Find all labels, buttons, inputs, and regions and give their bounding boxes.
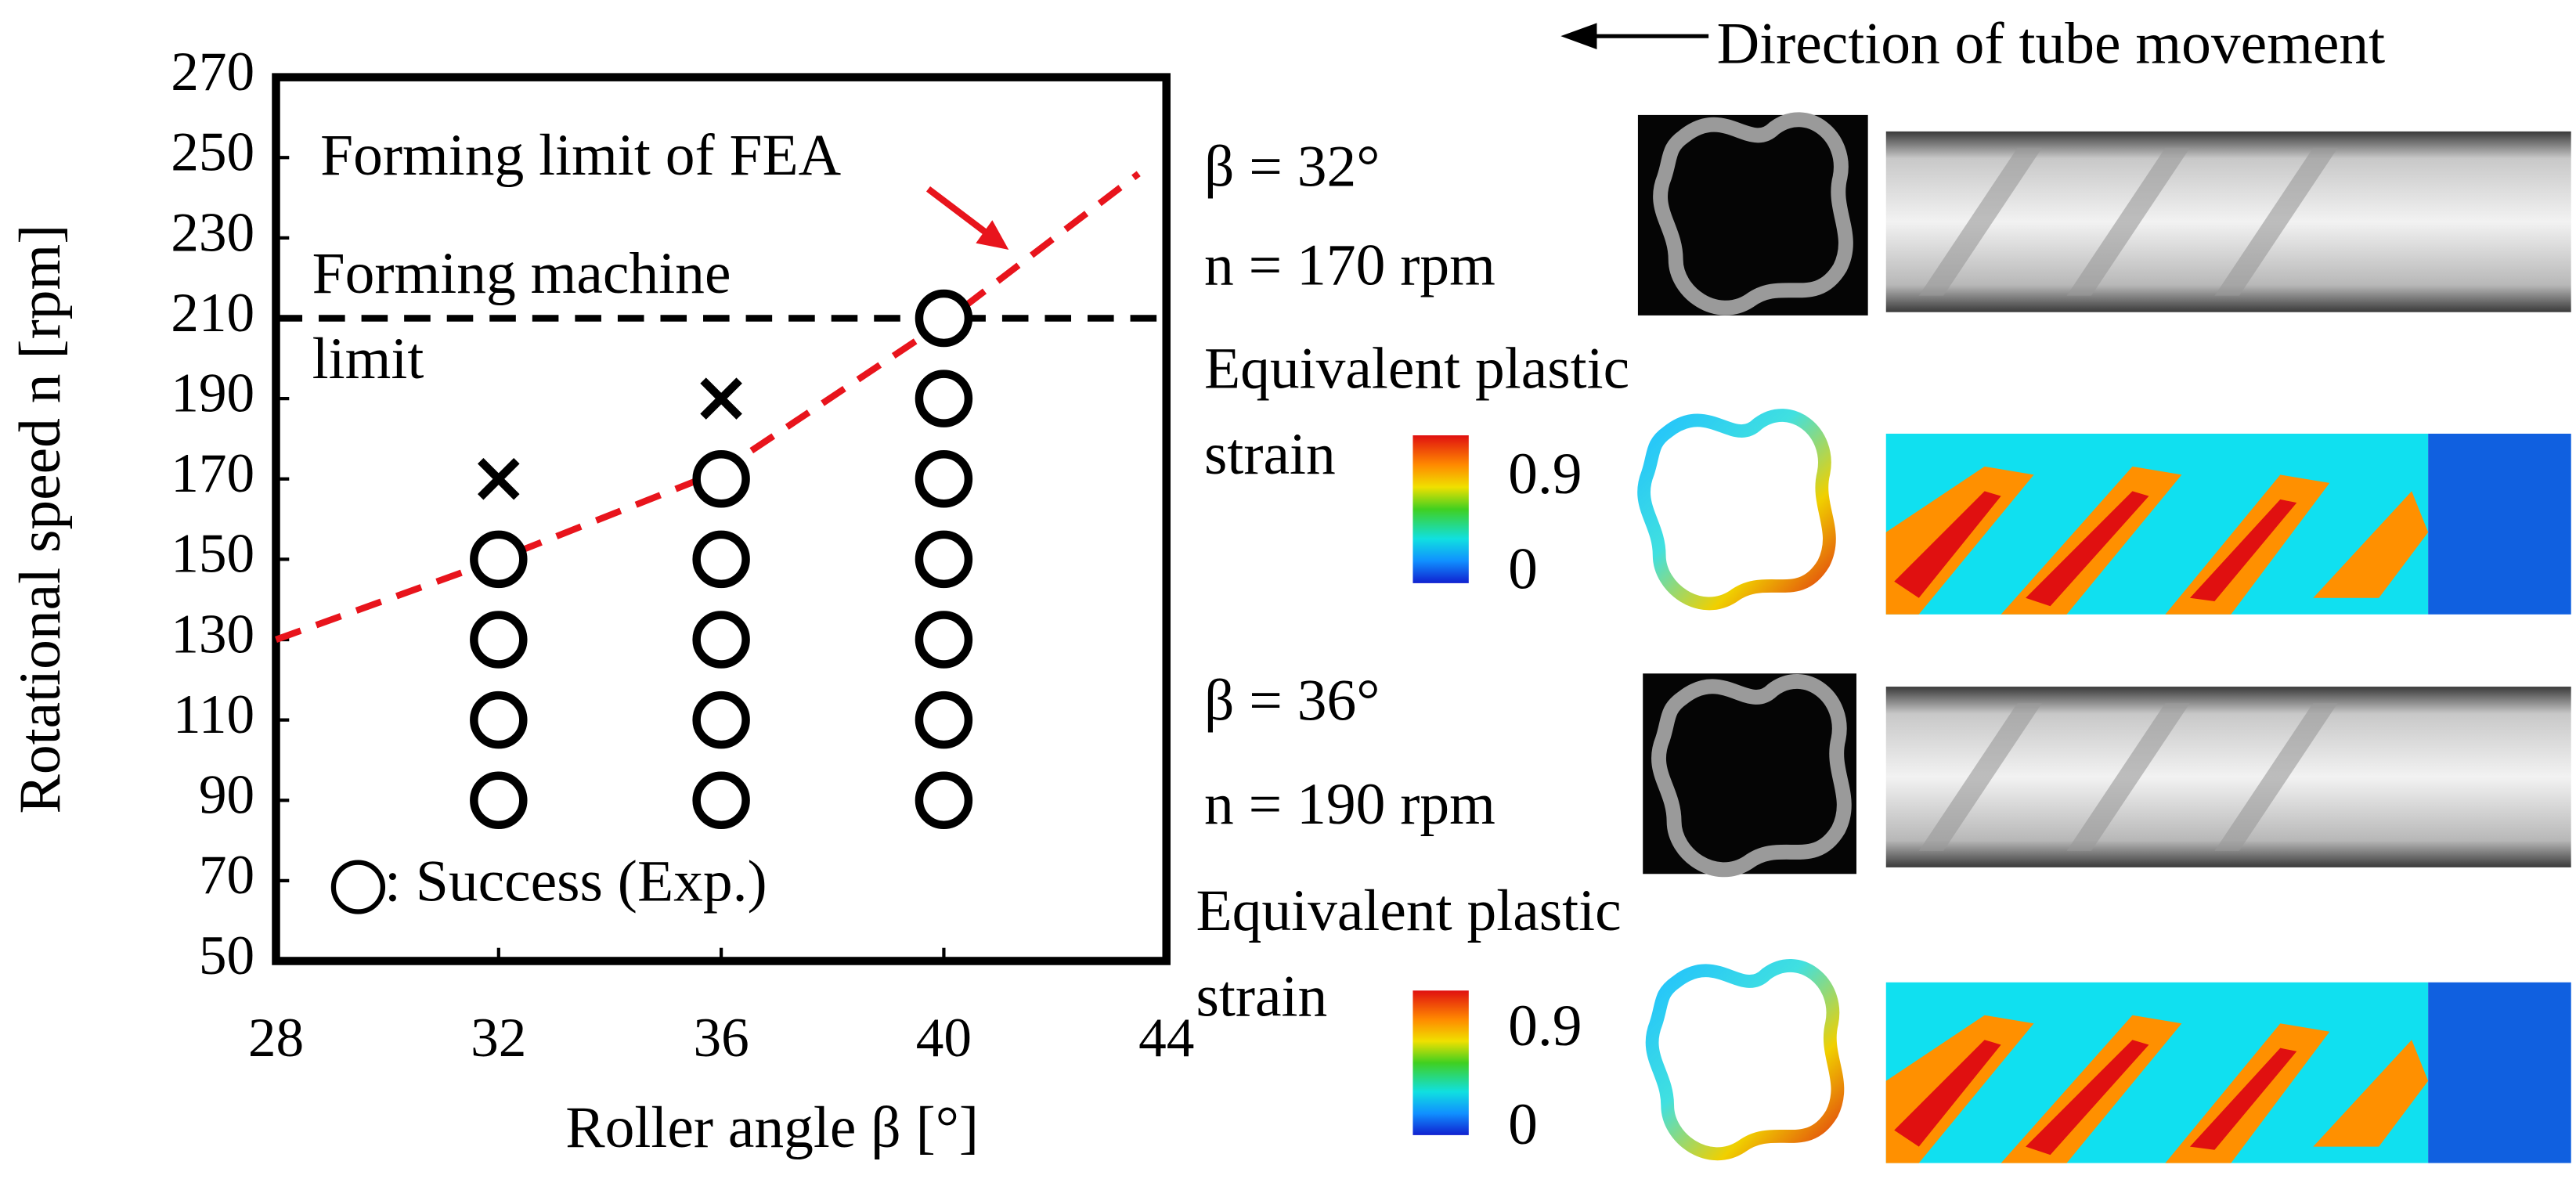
y-tick-label: 190 (171, 362, 254, 424)
fea-limit-label: Forming limit of FEA (320, 123, 841, 188)
y-tick-label: 250 (171, 121, 254, 183)
success-marker (915, 611, 973, 669)
success-marker (470, 611, 528, 669)
y-tick-label: 230 (171, 201, 254, 263)
success-marker (915, 450, 973, 508)
legend-label: : Success (Exp.) (384, 849, 767, 914)
fea-tube (1885, 982, 2571, 1163)
success-marker (915, 771, 973, 829)
success-marker (470, 530, 528, 589)
colorbar (1412, 435, 1469, 583)
success-marker (470, 771, 528, 829)
colorbar (1412, 990, 1469, 1135)
y-tick-label: 110 (173, 683, 254, 745)
failure-marker (700, 377, 742, 420)
success-marker (915, 370, 973, 427)
y-tick-label: 170 (171, 442, 254, 504)
strain-label: Equivalent plastic (1204, 337, 1629, 402)
y-tick-label: 270 (171, 41, 254, 103)
panel: β = 32° n = 170 rpm Equivalent plastic s… (1204, 115, 2571, 615)
fea-section (1652, 965, 1838, 1153)
x-tick-label: 40 (916, 1007, 972, 1069)
fea-section (1644, 416, 1830, 604)
success-marker (692, 450, 750, 508)
speed-label: n = 190 rpm (1204, 772, 1495, 837)
machine-limit-label: Forming machine (312, 241, 731, 306)
success-marker (692, 691, 750, 749)
annotation-arrowhead (976, 220, 1009, 250)
success-marker (915, 691, 973, 749)
x-tick-label: 32 (471, 1007, 526, 1069)
y-axis-label: Rotational speed n [rpm] (8, 225, 73, 814)
direction-label: Direction of tube movement (1717, 11, 2386, 76)
fea-tube (1885, 433, 2571, 615)
speed-label: n = 170 rpm (1204, 233, 1495, 298)
success-marker (692, 530, 750, 589)
success-marker (915, 530, 973, 589)
direction-arrowhead (1560, 23, 1597, 49)
y-tick-label: 210 (171, 282, 254, 344)
strain-label: strain (1196, 964, 1328, 1029)
machine-limit-label: limit (312, 326, 424, 391)
y-tick-label: 70 (199, 844, 254, 906)
x-tick-label: 28 (248, 1007, 304, 1069)
x-axis-label: Roller angle β [°] (565, 1095, 979, 1160)
colorbar-min: 0 (1508, 1092, 1538, 1157)
colorbar-min: 0 (1508, 537, 1538, 602)
legend-marker (330, 860, 386, 914)
failure-marker (478, 457, 520, 500)
panel: β = 36° n = 190 rpm Equivalent plastic s… (1196, 669, 2571, 1163)
colorbar-max: 0.9 (1508, 993, 1582, 1058)
y-tick-label: 150 (171, 523, 254, 585)
strain-label: Equivalent plastic (1196, 878, 1622, 943)
y-tick-label: 90 (199, 764, 254, 826)
strain-label: strain (1204, 422, 1336, 487)
x-tick-label: 36 (693, 1007, 749, 1069)
success-marker (692, 611, 750, 669)
beta-label: β = 36° (1204, 669, 1380, 734)
success-marker (915, 289, 973, 348)
y-tick-label: 130 (171, 603, 254, 665)
success-marker (692, 771, 750, 829)
colorbar-max: 0.9 (1508, 442, 1582, 507)
success-marker (470, 691, 528, 749)
x-tick-label: 44 (1138, 1007, 1194, 1069)
beta-label: β = 32° (1204, 135, 1380, 200)
y-tick-label: 50 (199, 925, 254, 986)
tube-photo (1885, 687, 2571, 867)
tube-photo (1885, 131, 2571, 312)
